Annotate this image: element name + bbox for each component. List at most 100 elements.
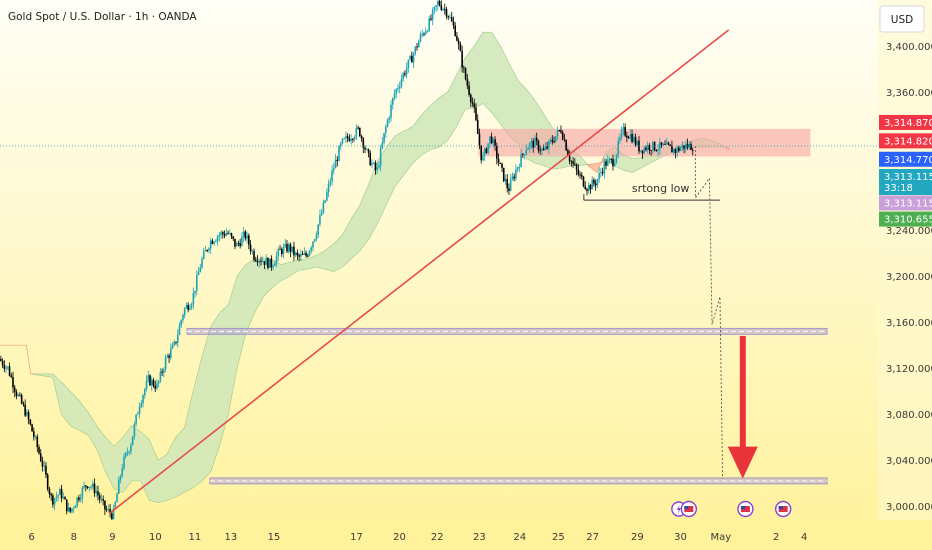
candle-up xyxy=(170,348,172,358)
candle-up xyxy=(215,240,217,242)
candle-down xyxy=(280,249,283,254)
candle-down xyxy=(499,162,502,164)
candle-down xyxy=(249,244,252,252)
x-tick-label: 15 xyxy=(268,532,281,543)
candle-up xyxy=(528,143,531,149)
x-tick-label: 4 xyxy=(801,532,807,543)
candle-up xyxy=(527,148,529,150)
candle-down xyxy=(461,51,463,68)
candle-up xyxy=(509,179,512,191)
candle-down xyxy=(346,136,349,139)
candle-up xyxy=(622,127,625,130)
candle-down xyxy=(589,184,592,190)
candle-up xyxy=(100,499,103,500)
event-flag-canton xyxy=(778,506,783,509)
price-badge xyxy=(879,151,932,167)
candle-down xyxy=(222,232,224,234)
candle-down xyxy=(560,130,562,133)
candle-up xyxy=(606,159,609,166)
candle-up xyxy=(185,305,188,309)
candle-up xyxy=(199,267,202,273)
candle-up xyxy=(523,154,526,156)
candle-down xyxy=(111,513,113,519)
candle-down xyxy=(260,260,262,262)
candle-down xyxy=(577,169,580,175)
candle-up xyxy=(121,468,124,476)
candle-up xyxy=(192,292,195,305)
candle-up xyxy=(520,153,522,167)
candle-up xyxy=(383,132,385,143)
candle-down xyxy=(690,144,692,151)
candle-down xyxy=(267,258,269,268)
candle-up xyxy=(407,59,410,68)
candle-down xyxy=(471,102,474,104)
candle-down xyxy=(497,158,500,163)
candle-up xyxy=(676,147,678,153)
candle-up xyxy=(388,117,391,120)
candle-up xyxy=(235,243,238,247)
candle-down xyxy=(468,85,470,95)
candle-up xyxy=(197,272,200,276)
candle-up xyxy=(143,389,146,396)
candle-down xyxy=(78,497,80,500)
candle-up xyxy=(487,143,489,153)
candle-up xyxy=(17,394,20,397)
candle-up xyxy=(424,31,427,35)
candle-down xyxy=(443,9,446,10)
candle-down xyxy=(667,142,670,145)
candle-up xyxy=(329,181,332,184)
candle-up xyxy=(81,487,84,499)
candle-down xyxy=(230,233,233,237)
candle-down xyxy=(485,148,488,153)
candle-up xyxy=(90,487,92,488)
price-badge-label: 3,314.820 xyxy=(884,136,932,147)
candle-down xyxy=(237,243,240,245)
candle-down xyxy=(655,150,658,151)
candle-up xyxy=(164,357,167,370)
y-tick-label: 3,080.000 xyxy=(886,410,932,421)
event-flag-canton xyxy=(684,506,689,509)
candle-up xyxy=(251,251,254,252)
candle-up xyxy=(554,135,557,142)
candle-down xyxy=(359,127,361,137)
candle-down xyxy=(69,507,72,512)
candle-up xyxy=(419,34,422,42)
candle-down xyxy=(476,119,479,134)
candle-up xyxy=(437,1,439,6)
candle-down xyxy=(450,17,453,22)
candle-down xyxy=(423,33,425,35)
y-tick-label: 3,000.000 xyxy=(886,502,932,513)
candle-down xyxy=(610,159,613,160)
price-badge xyxy=(879,195,932,211)
candle-down xyxy=(627,137,630,139)
candle-down xyxy=(459,44,462,52)
candle-up xyxy=(128,451,130,453)
event-flag-canton xyxy=(740,506,745,509)
candle-down xyxy=(579,174,581,176)
candle-up xyxy=(34,436,37,438)
candle-down xyxy=(97,491,99,496)
candle-down xyxy=(305,252,307,256)
candle-up xyxy=(549,139,552,141)
candle-up xyxy=(133,424,136,437)
currency-button[interactable]: USD xyxy=(879,5,925,33)
candle-down xyxy=(306,255,309,257)
candle-down xyxy=(10,375,13,378)
candle-up xyxy=(225,233,228,236)
x-tick-label: 6 xyxy=(28,532,34,543)
candle-up xyxy=(268,258,271,268)
price-badge-countdown: 33:18 xyxy=(884,183,913,194)
bearish-arrow-head xyxy=(727,446,758,479)
candle-down xyxy=(85,485,87,487)
candle-down xyxy=(447,16,450,18)
candle-down xyxy=(502,167,505,182)
candle-up xyxy=(544,146,547,151)
candle-down xyxy=(98,495,101,500)
candle-down xyxy=(551,139,554,142)
candle-down xyxy=(93,483,96,494)
candle-up xyxy=(91,483,94,488)
candle-down xyxy=(634,136,637,145)
candle-up xyxy=(400,79,403,87)
candle-up xyxy=(381,142,384,149)
